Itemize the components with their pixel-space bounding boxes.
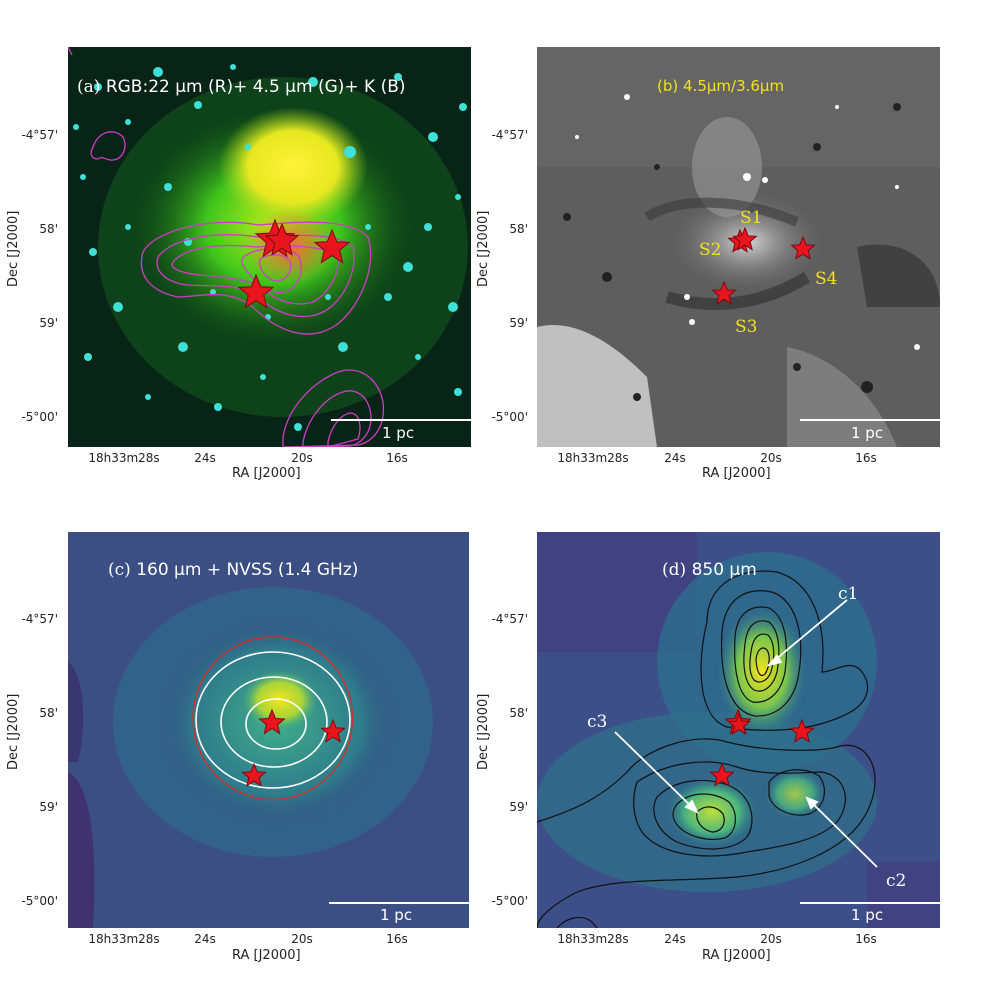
source-label-s2: S2 [699, 240, 722, 260]
x-tick-b-3: 20s [760, 451, 782, 465]
panel-c-image: (c) 160 μm + NVSS (1.4 GHz) 1 pc [68, 532, 469, 928]
panel-b-image: (b) 4.5μm/3.6μm 1 pc [537, 47, 940, 447]
star-d-s3 [709, 762, 735, 787]
x-axis-label-b: RA [J2000] [702, 466, 771, 481]
y-tick-b-4: -5°00' [491, 410, 528, 424]
x-tick-b-1: 18h33m28s [557, 451, 629, 465]
panel-b-title-text: 4.5μm/3.6μm [683, 77, 785, 95]
x-tick-b-2: 24s [664, 451, 686, 465]
scale-label-b: 1 pc [851, 424, 884, 442]
y-tick-a-2: 58' [39, 222, 58, 236]
nvss-contours [195, 651, 351, 789]
x-tick-d-3: 20s [760, 932, 782, 946]
scale-label-d: 1 pc [851, 906, 884, 924]
star-d-s2 [727, 713, 751, 736]
star-a-s3 [237, 273, 275, 309]
panel-c-title-text: 160 μm + NVSS (1.4 GHz) [136, 560, 359, 580]
clump-label-c3: c3 [587, 712, 608, 732]
panel-a-title: (a) RGB:22 μm (R)+ 4.5 μm (G)+ K (B) [77, 77, 406, 97]
panel-d-title: (d) 850 μm [662, 560, 757, 580]
y-tick-c-2: 58' [39, 706, 58, 720]
y-tick-a-1: -4°57' [21, 128, 58, 142]
clump-label-c2: c2 [886, 871, 907, 891]
panel-b-ratio-image [537, 47, 940, 447]
y-tick-c-3: 59' [39, 800, 58, 814]
y-tick-b-1: -4°57' [491, 128, 528, 142]
x-tick-d-2: 24s [664, 932, 686, 946]
y-tick-a-4: -5°00' [21, 410, 58, 424]
y-tick-d-2: 58' [509, 706, 528, 720]
contours-a [68, 47, 385, 447]
star-c-s3 [241, 762, 267, 787]
star-b-s4 [790, 235, 816, 260]
y-tick-c-1: -4°57' [21, 612, 58, 626]
panel-a-label: (a) [77, 77, 101, 97]
y-tick-b-3: 59' [509, 316, 528, 330]
panel-c-title: (c) 160 μm + NVSS (1.4 GHz) [108, 560, 358, 580]
y-tick-d-4: -5°00' [491, 894, 528, 908]
x-tick-c-4: 16s [386, 932, 408, 946]
y-tick-c-4: -5°00' [21, 894, 58, 908]
star-a-s2 [264, 222, 300, 256]
x-tick-b-4: 16s [855, 451, 877, 465]
panel-a-title-text: RGB:22 μm (R)+ 4.5 μm (G)+ K (B) [105, 77, 406, 97]
x-tick-c-1: 18h33m28s [88, 932, 160, 946]
y-tick-d-3: 59' [509, 800, 528, 814]
x-tick-c-3: 20s [291, 932, 313, 946]
panel-b-title: (b) 4.5μm/3.6μm [657, 77, 784, 95]
scale-bar-b [800, 419, 940, 421]
scale-bar-c [329, 902, 469, 904]
star-b-s2 [732, 226, 758, 251]
x-tick-a-4: 16s [386, 451, 408, 465]
panel-c-160um-image [68, 532, 469, 928]
panel-b-label: (b) [657, 77, 679, 95]
x-tick-d-4: 16s [855, 932, 877, 946]
x-tick-c-2: 24s [194, 932, 216, 946]
star-c-s1 [258, 709, 286, 735]
panel-d-label: (d) [662, 560, 687, 580]
scale-label-a: 1 pc [382, 424, 415, 442]
source-label-s4: S4 [815, 269, 838, 289]
x-axis-label-d: RA [J2000] [702, 948, 771, 963]
x-axis-label-c: RA [J2000] [232, 948, 301, 963]
x-tick-a-2: 24s [194, 451, 216, 465]
scale-bar-d [800, 902, 940, 904]
star-a-s4 [313, 228, 351, 264]
source-label-s3: S3 [735, 317, 758, 337]
y-tick-d-1: -4°57' [491, 612, 528, 626]
contours-d [537, 570, 876, 928]
source-label-s1: S1 [740, 208, 763, 228]
x-tick-a-1: 18h33m28s [88, 451, 160, 465]
panel-c-label: (c) [108, 560, 131, 580]
star-c-s4 [320, 718, 346, 743]
scale-bar-a [331, 419, 471, 421]
clump-label-c1: c1 [838, 584, 859, 604]
panel-d-title-text: 850 μm [691, 560, 757, 580]
star-b-s3 [711, 280, 737, 305]
x-tick-a-3: 20s [291, 451, 313, 465]
x-tick-d-1: 18h33m28s [557, 932, 629, 946]
y-tick-a-3: 59' [39, 316, 58, 330]
scale-label-c: 1 pc [380, 906, 413, 924]
star-d-s4 [789, 718, 815, 743]
y-tick-b-2: 58' [509, 222, 528, 236]
x-axis-label-a: RA [J2000] [232, 466, 301, 481]
